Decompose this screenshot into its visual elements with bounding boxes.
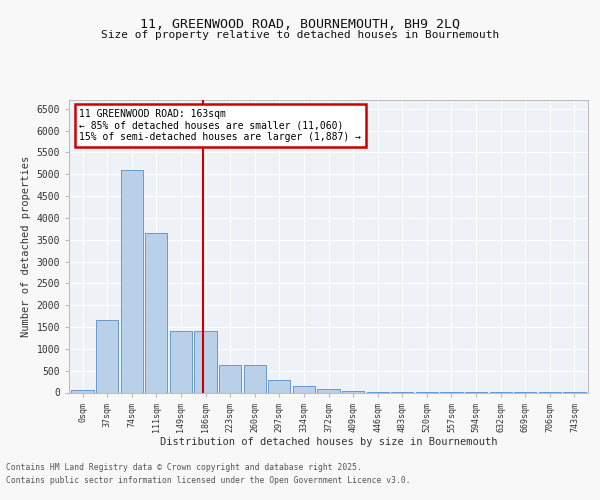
Bar bbox=[317, 389, 340, 392]
Bar bbox=[293, 386, 315, 392]
Bar bbox=[145, 233, 167, 392]
Bar bbox=[342, 391, 364, 392]
Bar bbox=[268, 380, 290, 392]
Bar bbox=[170, 330, 192, 392]
Bar bbox=[71, 390, 94, 392]
Text: Size of property relative to detached houses in Bournemouth: Size of property relative to detached ho… bbox=[101, 30, 499, 40]
Text: Contains public sector information licensed under the Open Government Licence v3: Contains public sector information licen… bbox=[6, 476, 410, 485]
Bar bbox=[244, 366, 266, 392]
Bar bbox=[121, 170, 143, 392]
X-axis label: Distribution of detached houses by size in Bournemouth: Distribution of detached houses by size … bbox=[160, 437, 497, 447]
Bar bbox=[219, 366, 241, 392]
Bar bbox=[194, 330, 217, 392]
Text: Contains HM Land Registry data © Crown copyright and database right 2025.: Contains HM Land Registry data © Crown c… bbox=[6, 464, 362, 472]
Y-axis label: Number of detached properties: Number of detached properties bbox=[21, 156, 31, 337]
Text: 11 GREENWOOD ROAD: 163sqm
← 85% of detached houses are smaller (11,060)
15% of s: 11 GREENWOOD ROAD: 163sqm ← 85% of detac… bbox=[79, 109, 361, 142]
Bar bbox=[96, 320, 118, 392]
Text: 11, GREENWOOD ROAD, BOURNEMOUTH, BH9 2LQ: 11, GREENWOOD ROAD, BOURNEMOUTH, BH9 2LQ bbox=[140, 18, 460, 30]
